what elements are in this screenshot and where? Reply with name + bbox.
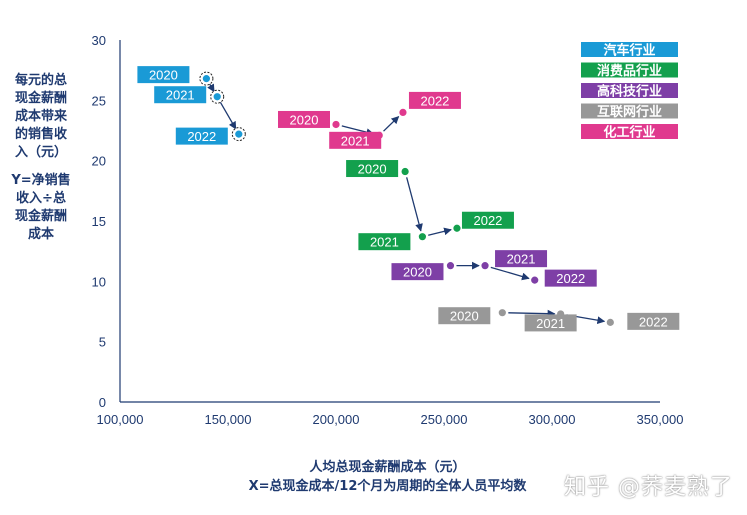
- data-point: [234, 129, 244, 139]
- year-label-box: [175, 127, 228, 145]
- trend-arrow: [406, 177, 423, 232]
- year-label-box: [154, 86, 207, 104]
- year-label-box: [438, 307, 491, 325]
- x-tick-label: 250,000: [421, 412, 468, 427]
- legend-swatch: [581, 83, 678, 98]
- legend-label: 化工行业: [603, 125, 655, 141]
- data-point: [417, 231, 428, 242]
- legend-swatch: [581, 124, 678, 139]
- year-label-box: [137, 66, 190, 84]
- year-label: 2020: [358, 162, 387, 177]
- legend-swatch: [581, 103, 678, 119]
- y-formula-line: 成本: [27, 227, 54, 242]
- year-label: 2022: [639, 314, 668, 329]
- data-point: [445, 260, 456, 271]
- trend-arrow: [428, 227, 452, 236]
- year-label: 2022: [420, 93, 449, 108]
- legend-label: 互联网行业: [597, 104, 662, 120]
- trend-arrow: [490, 266, 530, 281]
- y-formula-line: 收入÷总: [16, 191, 66, 206]
- data-point: [212, 91, 222, 102]
- year-label-box: [544, 269, 597, 287]
- year-label: 2021: [370, 235, 399, 250]
- y-tick-label: 25: [92, 93, 106, 108]
- year-label: 2020: [290, 112, 319, 127]
- legend-swatch: [581, 42, 678, 57]
- year-label-box: [278, 110, 330, 128]
- x-tick-label: 350,000: [637, 412, 684, 427]
- trend-arrow: [219, 101, 237, 130]
- legend-label: 消费品行业: [597, 63, 662, 79]
- y-title-line: 成本带来: [14, 109, 67, 124]
- data-point: [452, 223, 462, 234]
- year-label-box: [329, 131, 382, 149]
- year-label-box: [627, 312, 680, 330]
- y-formula-line: Y=净销售: [11, 173, 71, 188]
- trend-arrow: [508, 309, 556, 318]
- trend-arrow: [207, 83, 215, 93]
- y-formula-line: 现金薪酬: [14, 209, 67, 224]
- year-label: 2020: [149, 68, 178, 83]
- year-label: 2021: [166, 88, 195, 103]
- y-tick-label: 15: [92, 214, 106, 229]
- year-label-box: [461, 211, 514, 229]
- y-title-line: 现金薪酬: [14, 91, 67, 106]
- year-label: 2021: [536, 316, 565, 331]
- data-point: [201, 73, 212, 84]
- x-tick-label: 300,000: [529, 412, 576, 427]
- year-label-box: [391, 263, 444, 281]
- year-label: 2022: [556, 271, 585, 286]
- data-point: [398, 107, 408, 118]
- x-tick-label: 100,000: [97, 412, 144, 427]
- year-label: 2022: [473, 213, 502, 228]
- watermark: 知乎 @荞麦熟了: [564, 475, 733, 500]
- data-point: [497, 307, 508, 318]
- y-tick-label: 10: [92, 274, 106, 289]
- data-point: [331, 119, 341, 130]
- year-label-box: [495, 250, 548, 268]
- y-title-line: 入（元）: [14, 145, 67, 160]
- y-tick-label: 5: [99, 335, 106, 350]
- year-label: 2020: [403, 265, 432, 280]
- year-label: 2022: [187, 129, 216, 144]
- data-point: [400, 166, 410, 177]
- legend-label: 高科技行业: [597, 84, 662, 100]
- trend-arrow: [383, 116, 400, 132]
- y-axis-title: 每元的总 现金薪酬 成本带来 的销售收 入（元） Y=净销售 收入÷总 现金薪酬…: [8, 72, 74, 244]
- year-label-box: [358, 233, 411, 251]
- y-tick-label: 30: [92, 33, 106, 48]
- legend-swatch: [581, 62, 678, 78]
- year-label: 2021: [507, 252, 536, 267]
- y-tick-label: 0: [99, 395, 106, 410]
- y-tick-label: 20: [92, 154, 106, 169]
- year-label-box: [346, 160, 399, 178]
- y-title-line: 的销售收: [14, 127, 67, 142]
- data-point: [605, 317, 616, 328]
- data-point: [480, 260, 490, 271]
- legend-label: 汽车行业: [603, 43, 655, 59]
- x-axis-subtitle: X=总现金成本/12个月为周期的全体人员平均数: [248, 479, 527, 494]
- x-tick-label: 150,000: [205, 412, 252, 427]
- year-label: 2020: [450, 309, 479, 324]
- year-label-box: [524, 314, 577, 332]
- year-label: 2021: [341, 133, 370, 148]
- year-label-box: [408, 91, 461, 109]
- data-point: [529, 275, 540, 285]
- y-title-line: 每元的总: [14, 73, 67, 88]
- x-axis-title: 人均总现金薪酬成本（元）: [309, 460, 466, 475]
- x-tick-label: 200,000: [313, 412, 360, 427]
